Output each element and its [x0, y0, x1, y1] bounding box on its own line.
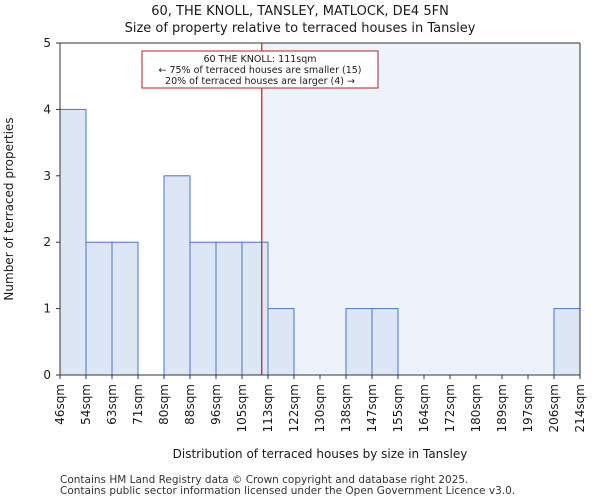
y-tick-label-5: 5 — [43, 36, 51, 50]
x-axis-title: Distribution of terraced houses by size … — [173, 447, 468, 461]
y-axis-title: Number of terraced properties — [2, 117, 16, 300]
bar-206sqm — [553, 308, 581, 376]
bar-138sqm — [345, 308, 373, 376]
labels-layer: 0 1 2 3 4 5 46sqm 54sqm 63sqm 71sqm 80sqm 88sqm 96sq… — [2, 36, 587, 461]
x-tick-label-96sqm: 96sqm — [209, 384, 223, 425]
y-tick-label-1: 1 — [43, 302, 51, 316]
x-tick-label-197sqm: 197sqm — [521, 384, 535, 432]
x-tick-label-71sqm: 71sqm — [131, 384, 145, 425]
x-tick-label-214sqm: 214sqm — [573, 384, 587, 432]
bar-105sqm — [241, 241, 269, 376]
y-tick-label-0: 0 — [43, 368, 51, 382]
x-tick-label-172sqm: 172sqm — [443, 384, 457, 432]
x-tick-label-88sqm: 88sqm — [183, 384, 197, 425]
footer-line-1: Contains HM Land Registry data © Crown c… — [60, 474, 469, 486]
chart-title: 60, THE KNOLL, TANSLEY, MATLOCK, DE4 5FN — [151, 4, 449, 19]
x-tick-label-189sqm: 189sqm — [495, 384, 509, 432]
bar-96sqm — [215, 241, 243, 376]
marker-layer — [141, 43, 379, 375]
x-tick-label-164sqm: 164sqm — [417, 384, 431, 432]
larger-region-highlight — [261, 43, 580, 375]
bar-80sqm — [163, 175, 191, 376]
bar-147sqm — [371, 308, 399, 376]
bar-63sqm — [111, 241, 139, 376]
x-tick-label-155sqm: 155sqm — [391, 384, 405, 432]
x-tick-label-130sqm: 130sqm — [313, 384, 327, 432]
y-tick-label-3: 3 — [43, 169, 51, 183]
x-tick-label-113sqm: 113sqm — [261, 384, 275, 432]
x-tick-label-138sqm: 138sqm — [339, 384, 353, 432]
x-tick-label-63sqm: 63sqm — [105, 384, 119, 425]
chart-subtitle: Size of property relative to terraced ho… — [124, 21, 476, 36]
y-tick-label-4: 4 — [43, 102, 51, 116]
annotation-line-3: 20% of terraced houses are larger (4) → — [165, 76, 355, 87]
axes-layer — [56, 42, 581, 379]
footer-line-2: Contains public sector information licen… — [60, 485, 516, 497]
bar-88sqm — [189, 241, 217, 376]
annotation-box — [141, 50, 379, 89]
bars-layer — [59, 108, 581, 376]
x-tick-label-46sqm: 46sqm — [53, 384, 67, 425]
annotation-line-2: ← 75% of terraced houses are smaller (15… — [158, 65, 361, 76]
x-tick-label-122sqm: 122sqm — [287, 384, 301, 432]
x-tick-label-206sqm: 206sqm — [547, 384, 561, 432]
x-tick-label-80sqm: 80sqm — [157, 384, 171, 425]
x-tick-label-54sqm: 54sqm — [79, 384, 93, 425]
x-tick-label-147sqm: 147sqm — [365, 384, 379, 432]
bar-113sqm — [267, 308, 295, 376]
bar-54sqm — [85, 241, 113, 376]
y-tick-label-2: 2 — [43, 235, 51, 249]
background-layer — [261, 43, 580, 375]
bar-46sqm — [59, 108, 87, 376]
x-tick-label-105sqm: 105sqm — [235, 384, 249, 432]
x-tick-label-180sqm: 180sqm — [469, 384, 483, 432]
annotation-line-1: 60 THE KNOLL: 111sqm — [203, 54, 316, 65]
